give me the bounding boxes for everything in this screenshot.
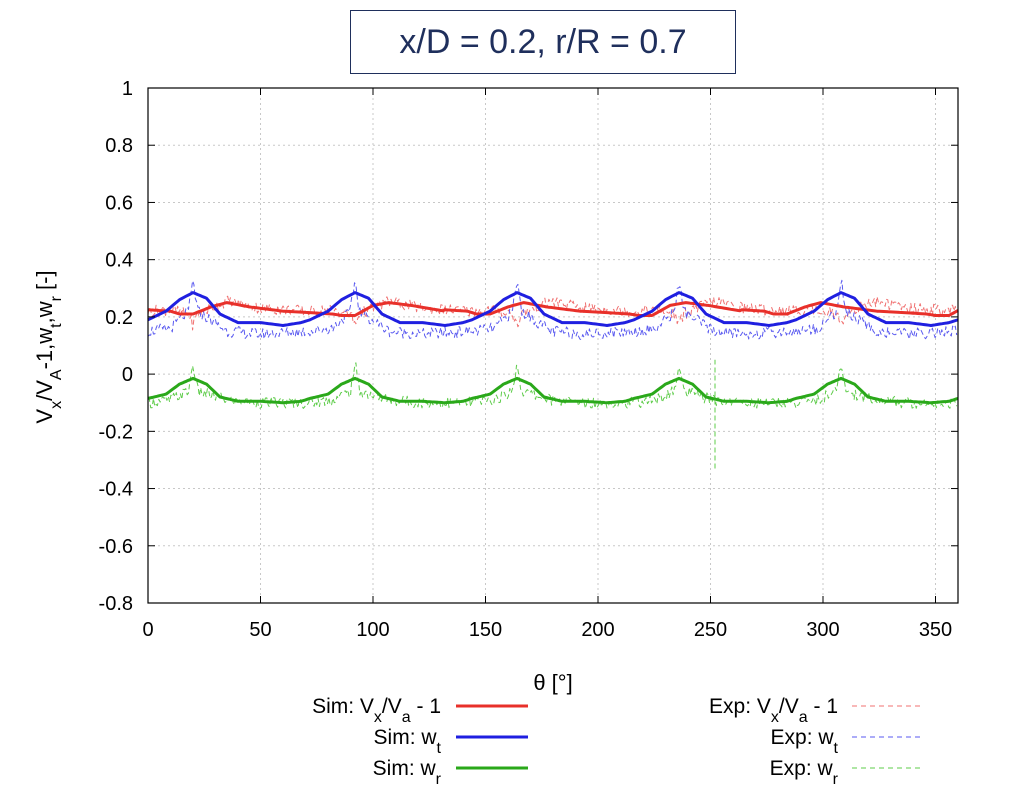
series-line-sim-wr [147,376,959,405]
series-line-exp-wt [147,279,958,340]
x-tick-label: 200 [581,619,614,641]
series-line-exp-wr [147,362,958,409]
y-tick-label: 0.6 [105,192,133,214]
y-tick-label: 0.8 [105,135,133,157]
x-tick-label: 150 [469,619,502,641]
x-tick-label: 100 [356,619,389,641]
chart-title: x/D = 0.2, r/R = 0.7 [350,10,736,74]
y-tick-label: -0.8 [99,593,133,615]
x-tick-label: 0 [142,619,153,641]
plot-frame [147,87,959,604]
grid-lines [147,87,958,604]
series-layer [147,279,959,469]
y-tick-label: -0.2 [99,421,133,443]
series-line-sim-wt [147,291,959,327]
x-tick-label: 250 [694,619,727,641]
legend: Sim: Vx/Va - 1 Sim: wt Sim: wr Exp: Vx/V… [312,695,922,788]
axis-ticks: 0 50 100 150 200 250 300 350 -0.8 -0.6 -0.4 -0.2 0 0.… [99,78,958,641]
y-tick-label: -0.4 [99,479,133,501]
y-tick-label: -0.6 [99,536,133,558]
x-tick-label: 300 [806,619,839,641]
legend-label-sim-wt: Sim: wt [374,726,442,757]
legend-label-exp-vx: Exp: Vx/Va - 1 [709,695,838,726]
y-tick-label: 0.2 [105,307,133,329]
y-tick-label: 0.4 [105,250,133,272]
legend-label-sim-wr: Sim: wr [373,757,442,788]
y-axis-label: Vx/VA-1,wt,wr [-] [32,270,65,423]
y-tick-label: 1 [122,78,133,100]
legend-label-exp-wr: Exp: wr [770,757,839,788]
legend-label-sim-vx: Sim: Vx/Va - 1 [312,695,441,726]
legend-label-exp-wt: Exp: wt [771,726,839,757]
x-axis-label: θ [°] [533,670,572,695]
x-tick-label: 50 [249,619,271,641]
y-tick-label: 0 [122,364,133,386]
x-tick-label: 350 [919,619,952,641]
series-line-exp-vx-va-1 [147,295,958,331]
